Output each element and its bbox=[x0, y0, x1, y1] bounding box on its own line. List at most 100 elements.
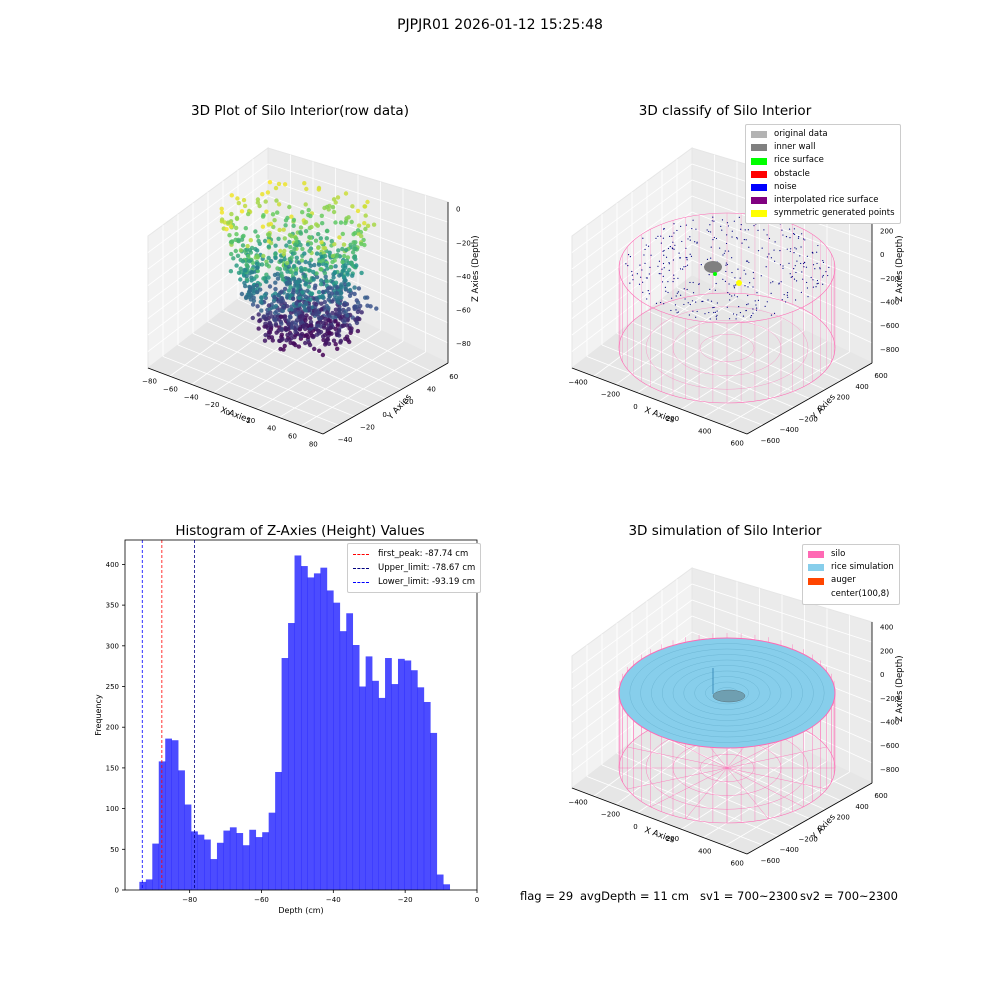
legend-label: rice surface bbox=[774, 155, 824, 166]
legend-swatch bbox=[808, 590, 824, 598]
scatter-point bbox=[289, 325, 295, 330]
noise-point bbox=[660, 273, 662, 275]
noise-point bbox=[650, 254, 652, 256]
scatter-point bbox=[334, 254, 339, 259]
scatter-point bbox=[335, 195, 341, 200]
noise-point bbox=[819, 268, 821, 270]
noise-point bbox=[662, 262, 665, 265]
scatter-point bbox=[319, 239, 324, 245]
scatter-point bbox=[290, 296, 296, 301]
noise-point bbox=[739, 277, 741, 279]
scatter-point bbox=[277, 227, 282, 233]
scatter-point bbox=[309, 323, 314, 328]
y-tick-label: 60 bbox=[449, 373, 458, 381]
grid-line bbox=[571, 179, 693, 270]
noise-point bbox=[756, 292, 758, 294]
scatter-point bbox=[314, 251, 320, 256]
z-tick-label: −60 bbox=[456, 306, 471, 314]
scatter-point bbox=[275, 266, 280, 271]
grid-line bbox=[257, 330, 381, 410]
scatter-point bbox=[354, 263, 359, 268]
histogram-bar bbox=[417, 687, 425, 890]
noise-point bbox=[728, 283, 730, 285]
scatter-point bbox=[335, 285, 340, 290]
scatter-point bbox=[267, 321, 273, 326]
noise-point bbox=[660, 242, 662, 244]
scatter-point bbox=[315, 323, 321, 328]
noise-point bbox=[816, 283, 818, 285]
scatter-point bbox=[229, 251, 234, 257]
histogram-bar bbox=[301, 566, 308, 890]
scatter-point bbox=[296, 292, 302, 297]
scatter-point bbox=[259, 295, 264, 301]
scatter-point bbox=[238, 248, 243, 253]
scatter-point bbox=[271, 224, 276, 230]
x-tick-label: 400 bbox=[698, 427, 711, 435]
noise-point bbox=[686, 264, 689, 266]
scatter-point bbox=[324, 279, 330, 284]
scatter-point bbox=[279, 321, 284, 326]
scatter-point bbox=[274, 309, 279, 314]
noise-point bbox=[727, 225, 730, 227]
y-axis-line bbox=[746, 782, 873, 855]
scatter-point bbox=[246, 253, 251, 259]
noise-point bbox=[797, 237, 800, 239]
noise-point bbox=[789, 273, 791, 275]
histogram-bar bbox=[423, 701, 431, 890]
scatter-point bbox=[350, 273, 355, 278]
scatter-point bbox=[306, 207, 311, 213]
scatter-point bbox=[331, 275, 336, 280]
scatter-point bbox=[254, 283, 259, 288]
noise-point bbox=[663, 267, 665, 269]
scatter-point bbox=[226, 220, 231, 225]
noise-point bbox=[822, 261, 825, 263]
scatter-point bbox=[282, 257, 287, 262]
scatter-point bbox=[261, 213, 266, 218]
scatter-point bbox=[286, 318, 291, 323]
histogram-bar bbox=[184, 804, 192, 890]
scatter-point bbox=[294, 279, 299, 285]
scatter-point bbox=[358, 303, 363, 309]
scatter-point bbox=[286, 321, 291, 326]
scatter-point bbox=[332, 242, 337, 247]
grid-line bbox=[646, 310, 826, 390]
histogram-bar bbox=[204, 839, 211, 890]
y-tick-label: 0 bbox=[818, 825, 822, 833]
noise-point bbox=[783, 293, 785, 296]
noise-point bbox=[770, 257, 772, 259]
scatter-point bbox=[322, 299, 327, 305]
scatter-point bbox=[314, 332, 320, 337]
noise-point bbox=[788, 262, 790, 264]
scatter-point bbox=[321, 325, 327, 330]
noise-point bbox=[735, 284, 737, 286]
scatter-point bbox=[231, 256, 236, 261]
noise-point bbox=[645, 244, 647, 246]
noise-point bbox=[663, 249, 665, 252]
y-axis-label: Frequency bbox=[94, 694, 103, 736]
x-axis-label: X Axies bbox=[643, 405, 676, 425]
scatter-point bbox=[331, 197, 337, 202]
noise-point bbox=[702, 300, 704, 302]
noise-point bbox=[745, 309, 747, 312]
scatter-point bbox=[333, 280, 339, 285]
scatter-point bbox=[236, 270, 242, 275]
scatter-point bbox=[256, 326, 261, 331]
noise-point bbox=[822, 283, 824, 285]
scatter-point bbox=[327, 294, 332, 299]
scatter-point bbox=[342, 253, 347, 259]
scatter-point bbox=[307, 268, 312, 273]
scatter-point bbox=[347, 267, 352, 273]
noise-point bbox=[786, 292, 789, 294]
y-tick-label: 0 bbox=[818, 405, 822, 413]
scatter-point bbox=[300, 246, 305, 252]
scatter-point bbox=[327, 330, 332, 336]
scatter-point bbox=[249, 269, 254, 275]
scatter-point bbox=[268, 221, 274, 227]
scatter-point bbox=[279, 332, 284, 337]
scatter-point bbox=[254, 289, 260, 295]
legend-swatch bbox=[808, 564, 824, 572]
scatter-point bbox=[264, 279, 269, 284]
x-tick-label: −20 bbox=[205, 401, 220, 409]
scatter-point bbox=[255, 200, 261, 205]
scatter-point bbox=[347, 293, 353, 298]
